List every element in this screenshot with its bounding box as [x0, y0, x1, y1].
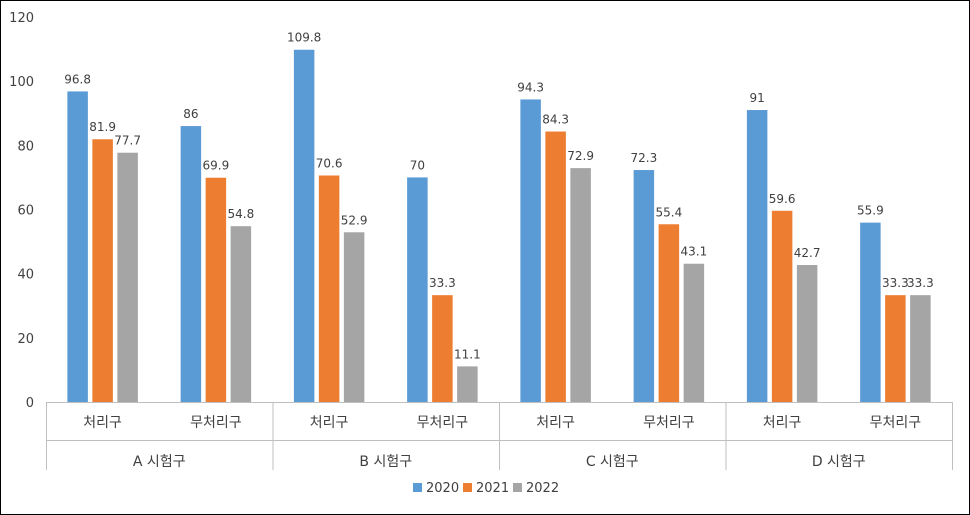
y-tick-label: 60: [17, 204, 34, 219]
data-label: 86: [183, 107, 198, 121]
bar-2021-7: [885, 295, 906, 402]
y-tick-label: 80: [17, 139, 34, 154]
group-label: C 시험구: [586, 454, 639, 470]
data-label: 70: [410, 158, 425, 172]
y-tick-label: 120: [9, 11, 34, 26]
data-label: 84.3: [542, 113, 569, 127]
bar-2020-1: [180, 126, 202, 402]
legend-swatch: [463, 483, 472, 492]
data-label: 52.9: [341, 213, 368, 227]
bar-2021-2: [318, 175, 340, 402]
category-label: 무처리구: [643, 415, 695, 431]
data-label: 72.3: [631, 151, 658, 165]
bar-2022-1: [230, 226, 252, 402]
data-label: 72.9: [567, 149, 594, 163]
data-label: 70.6: [316, 156, 343, 170]
data-label: 55.9: [857, 204, 884, 218]
data-label: 94.3: [517, 80, 544, 94]
data-label: 11.1: [454, 347, 481, 361]
bar-2021-1: [205, 177, 227, 402]
category-label: 무처리구: [417, 415, 469, 431]
legend: 2020 2021 2022: [413, 481, 559, 496]
category-label: 처리구: [310, 415, 349, 431]
bar-2020-6: [746, 110, 768, 403]
legend-label: 2022: [526, 481, 559, 496]
data-label: 55.4: [656, 205, 683, 219]
bar-layer: [67, 49, 931, 403]
category-label: 처리구: [83, 415, 122, 431]
bar-2020-5: [633, 170, 655, 402]
bar-2022-6: [796, 265, 818, 402]
group-label: B 시험구: [359, 454, 412, 470]
group-label: A 시험구: [133, 454, 186, 470]
label-layer: 96.8 81.977.7 86 69.9 54.8 109.8 70.6 52.9 70 33.…: [64, 31, 933, 362]
legend-label: 2020: [426, 481, 459, 496]
bar-2022-2: [343, 232, 365, 402]
y-tick-label: 40: [17, 268, 34, 283]
bar-2022-7: [910, 295, 931, 402]
bar-2021-0: [92, 139, 113, 403]
data-label: 59.6: [769, 192, 796, 206]
bar-2020-3: [407, 177, 428, 402]
category-label: 무처리구: [870, 415, 922, 431]
data-label: 33.3: [882, 276, 909, 290]
bar-2020-2: [293, 49, 315, 402]
legend-swatch: [513, 483, 522, 492]
legend-label: 2021: [476, 481, 509, 496]
y-tick-label: 20: [17, 332, 34, 347]
bar-2021-5: [658, 224, 680, 402]
axis-layer: 0 20 40 60 80 100 120 처리구 무처리구 처리구 무처리구 처리구 무처리구 처리구 무…: [9, 11, 953, 470]
bar-2021-6: [771, 210, 793, 402]
bar-2022-0: [117, 152, 138, 402]
data-label: 77.7: [114, 134, 141, 148]
bar-2021-4: [545, 131, 566, 402]
data-label: 43.1: [681, 245, 708, 259]
data-label: 33.3: [429, 276, 456, 290]
data-label: 69.9: [203, 159, 230, 173]
data-label: 54.8: [228, 207, 255, 221]
category-label: 처리구: [536, 415, 575, 431]
legend-swatch: [413, 483, 422, 492]
data-label: 91: [749, 91, 764, 105]
bar-2020-0: [67, 91, 88, 402]
data-label: 96.8: [64, 72, 91, 86]
category-label: 처리구: [763, 415, 802, 431]
bar-2021-3: [432, 295, 453, 402]
bar-2020-7: [860, 222, 881, 402]
data-label: 81.9: [89, 120, 116, 134]
y-tick-label: 0: [26, 396, 34, 411]
data-label: 33.3: [907, 276, 934, 290]
bar-2022-4: [570, 168, 591, 402]
y-tick-label: 100: [9, 75, 34, 90]
bar-2022-5: [683, 263, 705, 402]
bar-2022-3: [457, 366, 478, 402]
group-label: D 시험구: [812, 454, 866, 470]
category-label: 무처리구: [190, 415, 242, 431]
data-label: 109.8: [287, 31, 321, 45]
data-label: 42.7: [794, 246, 821, 260]
bar-2020-4: [520, 99, 541, 403]
